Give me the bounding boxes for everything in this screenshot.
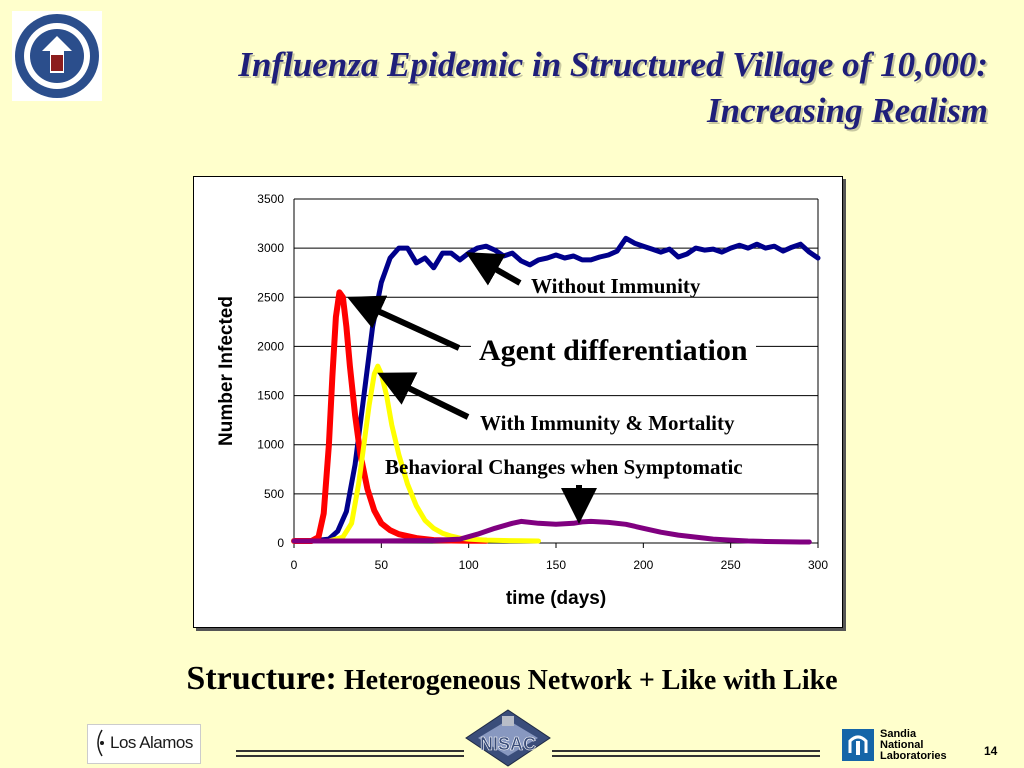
footer-divider-left: [236, 750, 464, 752]
y-tick-label: 0: [277, 536, 284, 550]
los-alamos-icon: [97, 729, 104, 757]
structure-label: Structure:: [186, 660, 337, 697]
series-line-1: [291, 235, 821, 544]
x-tick-label: 250: [721, 558, 741, 572]
sandia-logo-icon: [842, 729, 874, 761]
y-tick-label: 3000: [257, 241, 284, 255]
footer-divider-right: [552, 750, 820, 752]
title-line-2: Increasing Realism: [706, 91, 988, 130]
structure-text: Heterogeneous Network + Like with Like: [336, 665, 838, 696]
y-tick-label: 500: [264, 487, 284, 501]
title-line-1: Influenza Epidemic in Structured Village…: [238, 45, 988, 84]
annotation-without-immunity: Without Immunity: [531, 274, 701, 298]
y-tick-label: 1000: [257, 438, 284, 452]
x-axis-label: time (days): [506, 588, 606, 609]
annotation-behavioral: Behavioral Changes when Symptomatic: [385, 455, 743, 479]
footer-divider-left-2: [236, 755, 464, 757]
x-tick-label: 50: [375, 558, 389, 572]
x-tick-label: 0: [291, 558, 298, 572]
x-tick-label: 150: [546, 558, 566, 572]
sandia-line-1: Sandia: [880, 728, 917, 740]
x-tick-label: 300: [808, 558, 828, 572]
slide-title: Influenza Epidemic in Structured Village…: [238, 42, 988, 134]
nisac-logo: NISAC: [465, 709, 551, 767]
structure-caption: Structure: Heterogeneous Network + Like …: [0, 660, 1024, 698]
page-number: 14: [984, 744, 998, 758]
footer-divider-right-2: [552, 755, 820, 757]
x-tick-label: 100: [459, 558, 479, 572]
y-tick-label: 3500: [257, 192, 284, 206]
sandia-text: Sandia National Laboratories: [880, 729, 947, 762]
los-alamos-text: Los Alamos: [110, 733, 193, 752]
annotation-agent-differentiation: Agent differentiation: [471, 334, 756, 368]
epidemic-line-chart: 0 500 1000 1500 2000 2500 3000 3500 0 50 100 150 200…: [216, 192, 828, 609]
nisac-text: NISAC: [480, 734, 536, 754]
y-tick-label: 2500: [257, 290, 284, 304]
series-line-4: [291, 518, 812, 545]
dhs-seal-icon: [12, 11, 102, 101]
y-axis-label: Number Infected: [216, 296, 237, 446]
y-tick-label: 1500: [257, 389, 284, 403]
x-tick-label: 200: [633, 558, 653, 572]
sandia-line-3: Laboratories: [880, 750, 947, 762]
chart-area: 0 500 1000 1500 2000 2500 3000 3500 0 50 100 150 200…: [193, 176, 843, 628]
y-tick-label: 2000: [257, 339, 284, 353]
los-alamos-logo: [87, 724, 201, 764]
annotation-with-immunity: With Immunity & Mortality: [480, 411, 735, 435]
sandia-line-2: National: [880, 739, 924, 751]
